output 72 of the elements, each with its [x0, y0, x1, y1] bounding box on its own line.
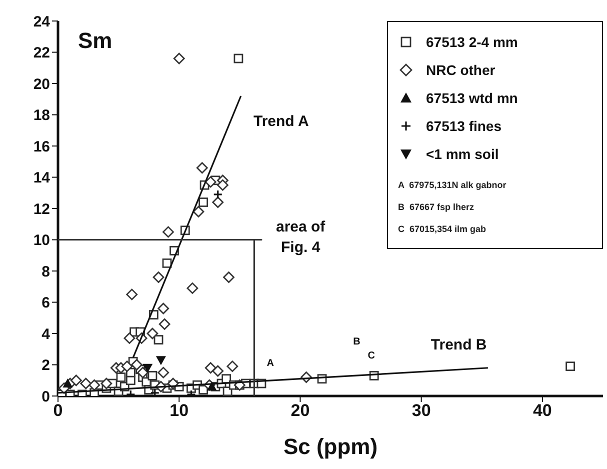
annotation: area of Fig. 4 — [276, 218, 326, 256]
point — [116, 372, 126, 382]
annotation: A — [266, 358, 274, 369]
x-tick-label: 10 — [170, 401, 189, 420]
y-tick-label: 22 — [33, 44, 50, 62]
point — [158, 302, 170, 314]
y-tick-label: 2 — [42, 357, 50, 374]
point — [226, 360, 238, 372]
point — [162, 226, 174, 238]
point — [222, 386, 232, 396]
point — [204, 362, 216, 374]
y-tick-label: 12 — [33, 200, 50, 218]
point — [158, 318, 170, 330]
point — [217, 179, 228, 191]
point — [156, 356, 166, 366]
legend-label: 67513 fines — [426, 118, 502, 134]
point — [158, 366, 170, 378]
point — [196, 162, 208, 174]
point — [152, 272, 164, 283]
point — [223, 272, 234, 283]
annotation: C — [368, 350, 375, 361]
point — [80, 378, 92, 390]
y-tick-label: 4 — [42, 326, 51, 343]
y-tick-label: 14 — [33, 170, 51, 187]
point — [212, 365, 224, 377]
y-tick-label: 18 — [33, 107, 50, 124]
point — [124, 332, 136, 344]
point — [234, 54, 244, 64]
y-tick-label: 0 — [42, 388, 50, 406]
point — [192, 206, 204, 218]
point — [162, 258, 172, 268]
point — [137, 366, 148, 378]
point — [88, 379, 100, 391]
point — [148, 370, 158, 380]
legend-label: 67513 2-4 mm — [426, 34, 518, 50]
point — [198, 198, 208, 207]
legend-label: NRC other — [426, 62, 496, 78]
annotation: Trend B — [430, 336, 487, 353]
point — [142, 364, 153, 373]
point — [126, 288, 138, 300]
point — [100, 378, 112, 390]
y-tick-label: 10 — [33, 232, 50, 250]
point — [173, 52, 185, 64]
annotation: B 67667 fsp lherz — [398, 202, 476, 212]
annotation: B — [353, 336, 360, 347]
y-tick-label: 16 — [33, 138, 50, 156]
point — [154, 335, 164, 344]
annotation: C 67015,354 ilm gab — [398, 224, 488, 234]
point — [150, 388, 160, 396]
point — [213, 190, 223, 200]
point — [186, 282, 198, 294]
point — [204, 176, 216, 188]
point — [131, 359, 142, 370]
chart-title: Sm — [78, 28, 112, 53]
y-tick-label: 20 — [33, 76, 50, 93]
x-tick-label: 30 — [412, 401, 431, 420]
legend-label: 67513 wtd mn — [426, 90, 518, 106]
y-tick-label: 24 — [33, 13, 51, 30]
point — [62, 378, 73, 388]
point — [212, 196, 224, 208]
annotation: Trend A — [254, 112, 309, 130]
x-tick-label: 40 — [532, 401, 552, 420]
point — [121, 360, 133, 372]
legend-label: <1 mm soil — [426, 146, 499, 162]
point — [70, 374, 82, 386]
x-axis-title: Sc (ppm) — [283, 434, 378, 459]
annotation: A 67975,131N alk gabnor — [398, 180, 508, 190]
point — [146, 328, 158, 340]
y-tick-label: 8 — [42, 263, 50, 280]
y-tick-label: 6 — [42, 294, 50, 312]
point — [566, 362, 575, 372]
x-tick-label: 20 — [290, 401, 310, 420]
